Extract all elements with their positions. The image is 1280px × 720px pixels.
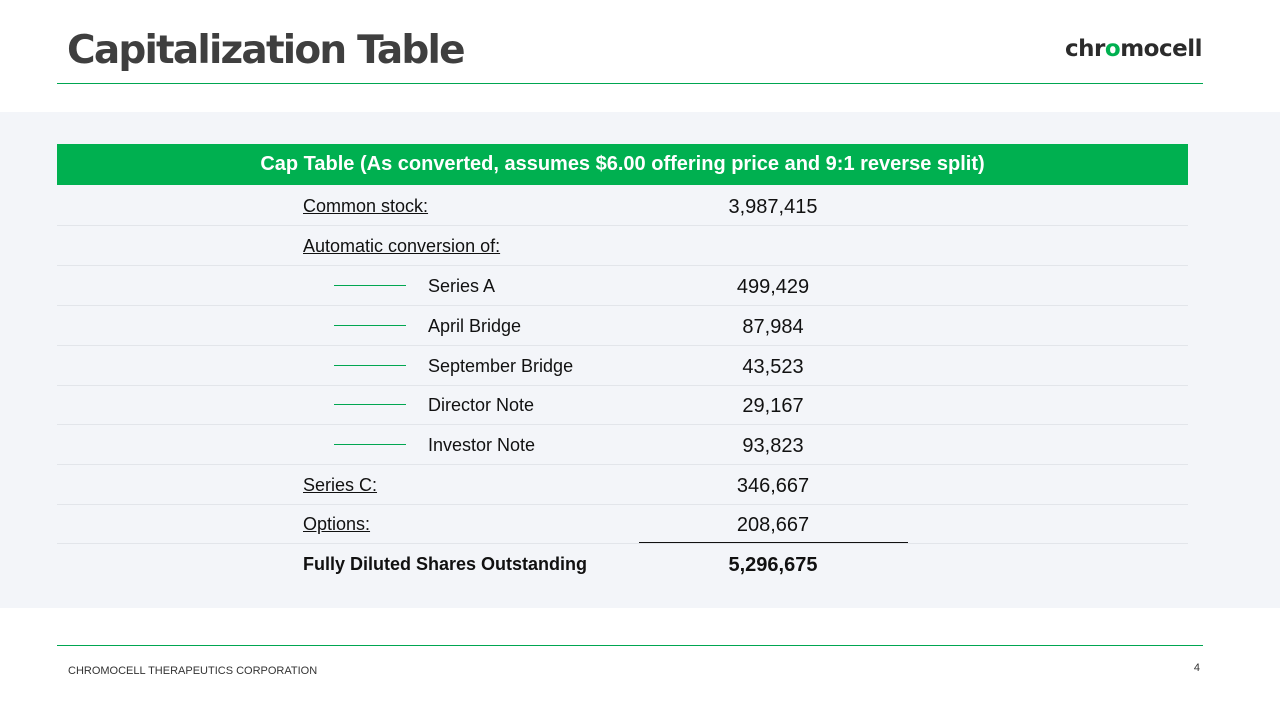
row-label: Series C:: [303, 475, 378, 495]
table-row: Director Note 29,167: [57, 385, 1188, 425]
table-row: April Bridge 87,984: [57, 306, 1188, 346]
chromocell-logo: chromocell: [1065, 36, 1202, 62]
row-label: Fully Diluted Shares Outstanding: [303, 554, 588, 574]
indent-dash: [334, 285, 406, 286]
row-value: 346,667: [736, 475, 810, 497]
table-row-total: Fully Diluted Shares Outstanding 5,296,6…: [57, 544, 1188, 584]
table-row: Options: 208,667: [57, 504, 1188, 544]
table-row: Common stock: 3,987,415: [57, 186, 1188, 226]
row-label: April Bridge: [428, 316, 522, 336]
row-value: 43,523: [742, 356, 804, 378]
page-title: Capitalization Table: [67, 28, 466, 73]
row-value: 208,667: [736, 514, 810, 536]
row-value: 87,984: [742, 316, 804, 338]
top-divider: [57, 83, 1203, 84]
row-value: 29,167: [742, 395, 804, 417]
table-row: Investor Note 93,823: [57, 425, 1188, 465]
row-value: 5,296,675: [728, 554, 818, 576]
table-row: Series A 499,429: [57, 266, 1188, 306]
indent-dash: [334, 404, 406, 405]
row-label: Series A: [428, 276, 496, 296]
logo-text-part1: chr: [1065, 36, 1105, 62]
row-label: Director Note: [428, 395, 535, 415]
row-label: Options:: [303, 514, 371, 534]
table-row: September Bridge 43,523: [57, 346, 1188, 386]
table-row: Automatic conversion of:: [57, 226, 1188, 266]
table-row: Series C: 346,667: [57, 465, 1188, 505]
indent-dash: [334, 365, 406, 366]
logo-text-accent: o: [1104, 36, 1121, 62]
total-underline: [639, 542, 908, 543]
cap-table-header: Cap Table (As converted, assumes $6.00 o…: [57, 144, 1188, 185]
content-panel: [0, 112, 1280, 608]
row-label: Automatic conversion of:: [303, 236, 501, 256]
indent-dash: [334, 325, 406, 326]
footer-company: CHROMOCELL THERAPEUTICS CORPORATION: [68, 665, 318, 677]
page-number: 4: [1193, 662, 1200, 674]
row-label: September Bridge: [428, 356, 574, 376]
row-value: 499,429: [736, 276, 810, 298]
row-value: 93,823: [742, 435, 804, 457]
row-value: 3,987,415: [728, 196, 818, 218]
bottom-divider: [57, 645, 1203, 646]
row-label: Common stock:: [303, 196, 429, 216]
row-label: Investor Note: [428, 435, 536, 455]
indent-dash: [334, 444, 406, 445]
logo-text-part2: mocell: [1120, 36, 1202, 62]
